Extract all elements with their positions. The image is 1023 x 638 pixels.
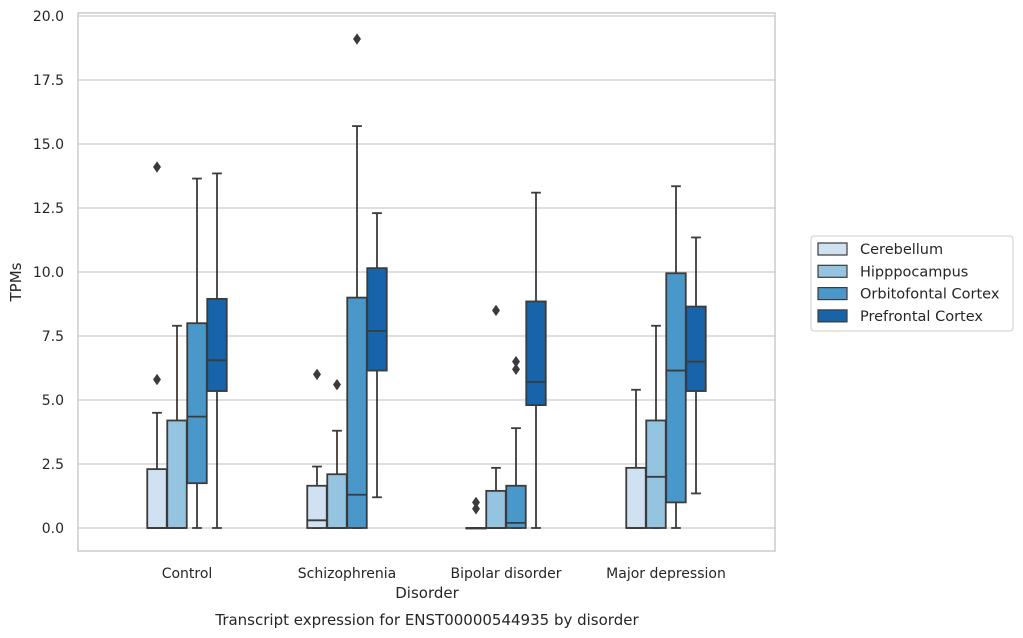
box bbox=[366, 267, 388, 372]
legend-label: Prefrontal Cortex bbox=[860, 309, 983, 325]
legend-label: Hipppocampus bbox=[860, 264, 968, 280]
y-axis-label: TPMs bbox=[7, 262, 25, 302]
legend-swatch bbox=[817, 264, 848, 278]
legend-label: Orbitofontal Cortex bbox=[860, 287, 1000, 303]
x-tick-label: Major depression bbox=[606, 566, 726, 582]
legend-frame bbox=[810, 235, 1014, 332]
y-tick-label: 15.0 bbox=[33, 137, 64, 153]
box-series bbox=[146, 33, 707, 530]
legend-swatch bbox=[817, 287, 848, 301]
legend: Cerebellum Hipppocampus Orbitofontal Corte… bbox=[810, 235, 1014, 332]
series-orbitofontal-cortex bbox=[186, 33, 687, 529]
outlier-point bbox=[512, 363, 520, 375]
legend-label: Cerebellum bbox=[860, 242, 943, 258]
box bbox=[665, 272, 687, 504]
box bbox=[166, 419, 188, 529]
box bbox=[306, 484, 328, 529]
box bbox=[525, 300, 547, 407]
series-cerebellum bbox=[146, 161, 647, 530]
x-tick-label: Control bbox=[162, 566, 213, 582]
outlier-point bbox=[353, 33, 361, 45]
box bbox=[505, 484, 527, 529]
y-axis-ticks: 0.0 2.5 5.0 7.5 10.0 12.5 15.0 17.5 20.0 bbox=[33, 9, 64, 537]
box bbox=[206, 297, 228, 392]
y-tick-label: 2.5 bbox=[42, 457, 64, 473]
outlier-point bbox=[472, 496, 480, 509]
box bbox=[645, 419, 667, 529]
outlier-point bbox=[512, 355, 520, 368]
legend-swatch bbox=[817, 242, 848, 256]
outlier-point bbox=[472, 503, 480, 515]
chart-caption: Transcript expression for ENST0000054493… bbox=[214, 611, 639, 629]
x-tick-label: Schizophrenia bbox=[298, 566, 396, 582]
box bbox=[346, 296, 368, 529]
y-tick-label: 0.0 bbox=[42, 521, 64, 537]
box bbox=[685, 305, 707, 392]
outlier-point bbox=[313, 368, 321, 381]
y-tick-label: 12.5 bbox=[33, 201, 64, 217]
outlier-point bbox=[153, 373, 161, 386]
x-axis-label: Disorder bbox=[395, 584, 459, 602]
box bbox=[326, 473, 348, 529]
box bbox=[146, 468, 168, 529]
outlier-point bbox=[492, 304, 500, 317]
y-tick-label: 10.0 bbox=[33, 265, 64, 281]
y-tick-label: 17.5 bbox=[33, 73, 64, 89]
outlier-point bbox=[333, 378, 341, 391]
box bbox=[186, 322, 208, 485]
y-tick-label: 5.0 bbox=[42, 393, 64, 409]
series-hipppocampus bbox=[166, 304, 667, 529]
x-axis-ticks: Control Schizophrenia Bipolar disorder Majo… bbox=[162, 566, 726, 582]
x-tick-label: Bipolar disorder bbox=[450, 566, 561, 582]
plot-area-frame bbox=[77, 12, 776, 552]
box bbox=[625, 466, 647, 529]
y-tick-label: 20.0 bbox=[33, 9, 64, 25]
box bbox=[485, 489, 507, 529]
legend-swatch bbox=[817, 309, 848, 323]
outlier-point bbox=[153, 161, 161, 173]
y-tick-label: 7.5 bbox=[42, 329, 64, 345]
series-prefrontal-cortex bbox=[206, 172, 707, 529]
